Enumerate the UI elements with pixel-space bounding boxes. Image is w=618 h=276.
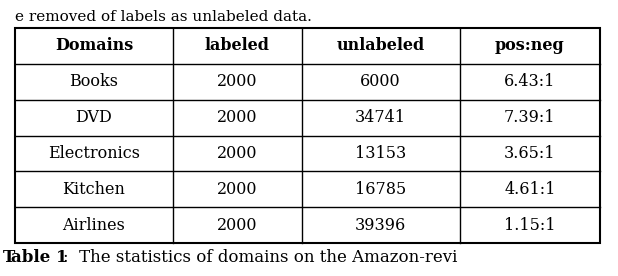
- Text: 2000: 2000: [217, 109, 258, 126]
- Text: 13153: 13153: [355, 145, 406, 162]
- Text: labeled: labeled: [205, 38, 270, 54]
- Text: unlabeled: unlabeled: [336, 38, 425, 54]
- Text: Kitchen: Kitchen: [62, 181, 125, 198]
- Text: 6.43:1: 6.43:1: [504, 73, 556, 90]
- Text: Airlines: Airlines: [62, 217, 125, 233]
- Bar: [15, 28, 600, 243]
- Text: 7.39:1: 7.39:1: [504, 109, 556, 126]
- Text: Domains: Domains: [55, 38, 133, 54]
- Text: :  The statistics of domains on the Amazon-revi: : The statistics of domains on the Amazo…: [63, 249, 457, 266]
- Text: 2000: 2000: [217, 181, 258, 198]
- Text: pos:neg: pos:neg: [495, 38, 565, 54]
- Text: T: T: [3, 249, 15, 266]
- Text: Books: Books: [69, 73, 119, 90]
- Text: 2000: 2000: [217, 73, 258, 90]
- Text: DVD: DVD: [75, 109, 112, 126]
- Text: 39396: 39396: [355, 217, 406, 233]
- Text: 2000: 2000: [217, 217, 258, 233]
- Text: 1.15:1: 1.15:1: [504, 217, 556, 233]
- Text: 16785: 16785: [355, 181, 406, 198]
- Text: able 1: able 1: [11, 249, 67, 266]
- Text: 2000: 2000: [217, 145, 258, 162]
- Text: 34741: 34741: [355, 109, 406, 126]
- Text: Electronics: Electronics: [48, 145, 140, 162]
- Text: 6000: 6000: [360, 73, 401, 90]
- Text: 4.61:1: 4.61:1: [504, 181, 556, 198]
- Text: 3.65:1: 3.65:1: [504, 145, 556, 162]
- Text: e removed of labels as unlabeled data.: e removed of labels as unlabeled data.: [15, 10, 312, 24]
